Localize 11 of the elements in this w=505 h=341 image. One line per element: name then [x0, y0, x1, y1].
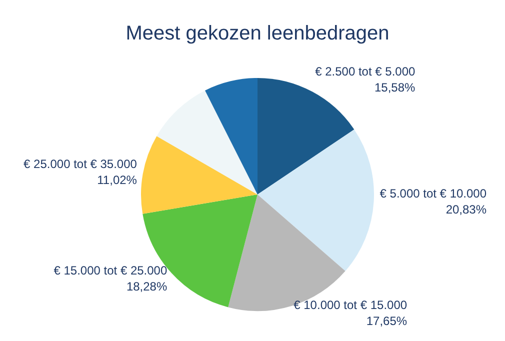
slice-label: € 5.000 tot € 10.000 — [380, 186, 487, 200]
slice-label: € 15.000 tot € 25.000 — [54, 264, 168, 278]
data-label: 18,28% — [126, 280, 168, 294]
data-label: 15,58% — [374, 80, 416, 95]
data-label: 11,02% — [97, 172, 138, 187]
chart-title: Meest gekozen leenbedragen — [126, 22, 390, 45]
slice-label: € 25.000 tot € 35.000 — [24, 156, 138, 171]
data-label: 17,65% — [366, 314, 408, 328]
slice-label: € 10.000 tot € 15.000 — [294, 298, 408, 312]
data-label: 20,83% — [446, 202, 487, 216]
slice-label: € 2.500 tot € 5.000 — [315, 64, 416, 79]
